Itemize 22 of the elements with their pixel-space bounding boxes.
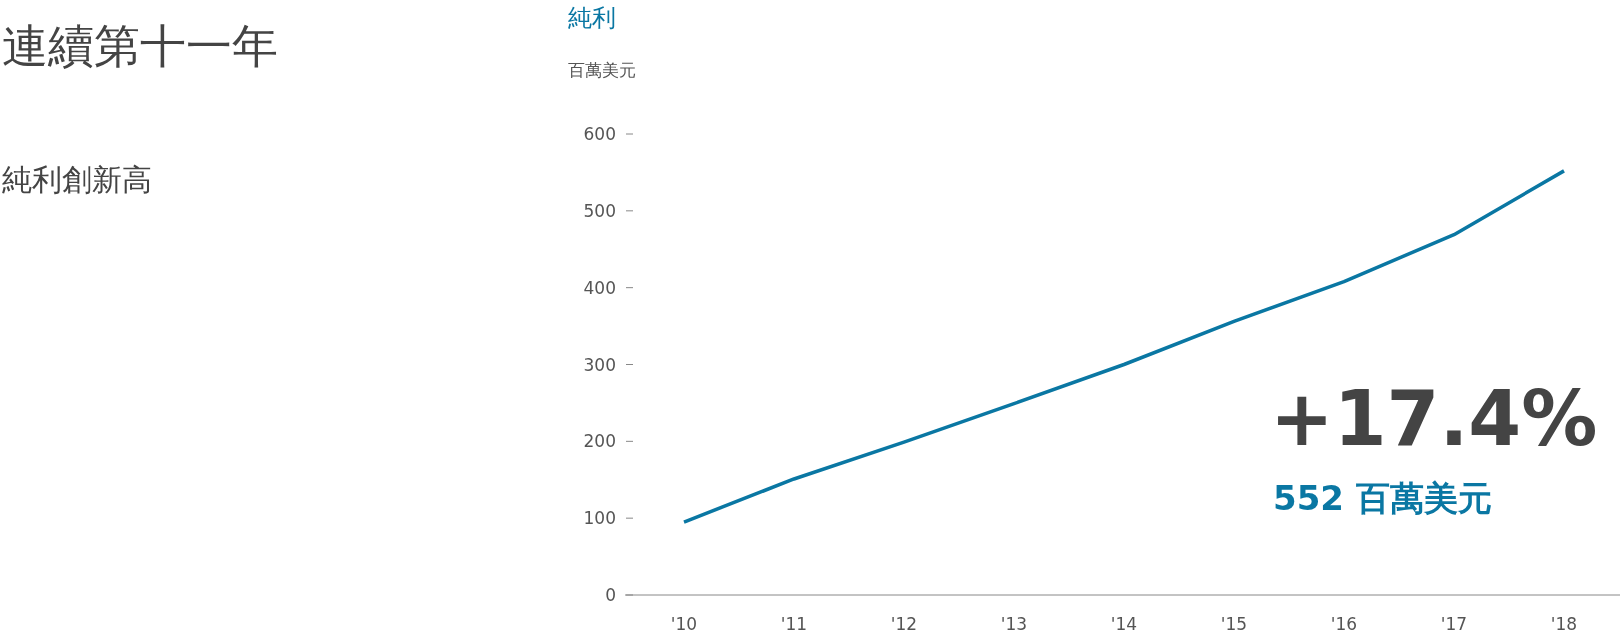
text: 純利創新高 [2,162,152,197]
x-tick-label: '15 [1220,614,1248,634]
x-tick-label: '11 [780,614,808,634]
y-axis-title: 百萬美元 [568,60,636,80]
y-tick-label: 0 [605,585,616,605]
x-tick-label: '16 [1330,614,1358,634]
y-tick-label: 400 [583,277,616,298]
annotation: +17.4% [1270,374,1598,463]
x-tick-label: '14 [1110,614,1138,634]
x-tick-label: '10 [670,614,698,634]
y-tick-label: 100 [583,508,616,529]
annotation: 552 百萬美元 [1273,478,1492,518]
x-tick-label: '17 [1440,614,1468,634]
x-tick-label: '12 [890,614,918,634]
y-tick-label: 600 [583,124,616,144]
text: 純利 [568,4,616,32]
y-tick-label: 300 [583,354,616,375]
y-tick-label: 500 [583,200,616,221]
x-tick-label: '18 [1550,614,1578,634]
y-tick-label: 200 [583,431,616,452]
text: 連續第十一年 [2,19,278,73]
x-tick-label: '13 [1000,614,1028,634]
